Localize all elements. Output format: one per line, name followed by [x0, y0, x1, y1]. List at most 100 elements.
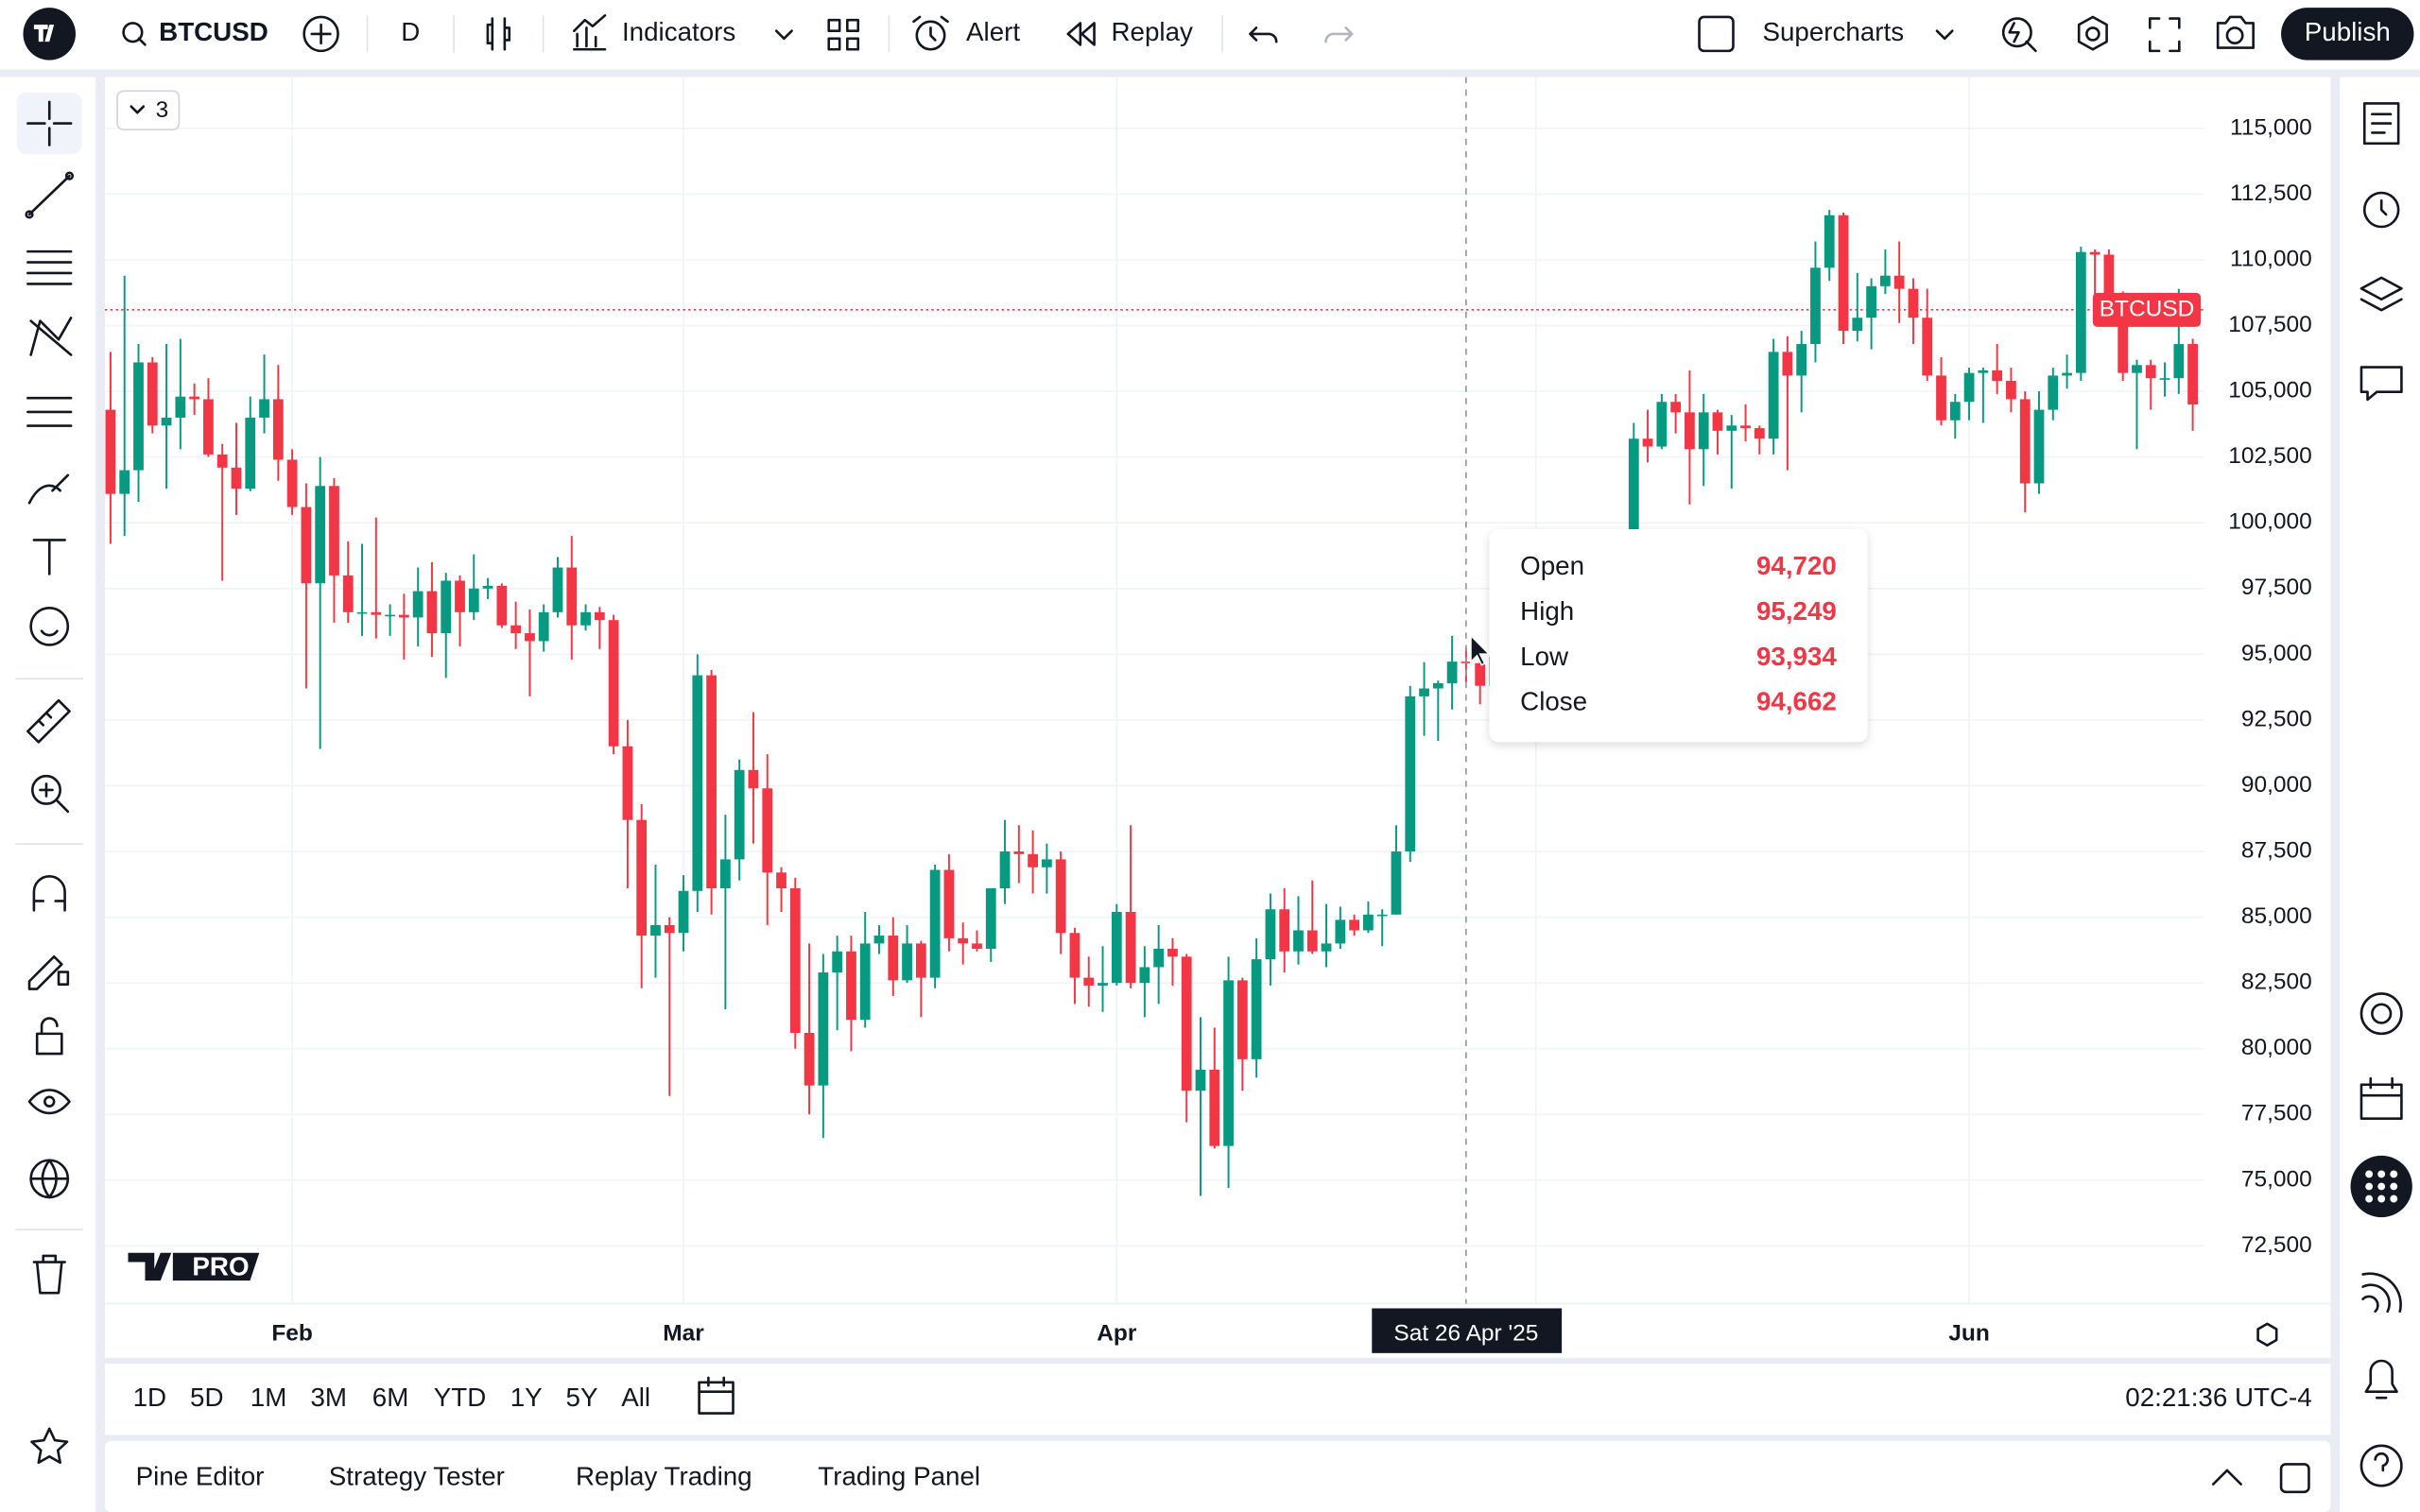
forecast-tool[interactable]: [26, 396, 73, 427]
bottom-tab[interactable]: Trading Panel: [818, 1461, 980, 1490]
trend-line-tool[interactable]: [27, 174, 71, 216]
favorites[interactable]: [30, 1427, 69, 1465]
symbol[interactable]: BTCUSD: [159, 17, 268, 46]
alerts[interactable]: [2362, 191, 2400, 229]
ideas[interactable]: [2360, 992, 2403, 1036]
left-toolbar: [0, 77, 96, 1512]
publish-button[interactable]: [2281, 8, 2414, 60]
candle-body: [1432, 682, 1443, 689]
layout-icon[interactable]: [1698, 15, 1735, 53]
bottom-tab[interactable]: Replay Trading: [576, 1461, 752, 1490]
brush-tool[interactable]: [27, 473, 70, 505]
bottom-tab[interactable]: Strategy Tester: [329, 1461, 505, 1490]
ruler-tool[interactable]: [26, 698, 71, 744]
hide-tool[interactable]: [27, 1089, 71, 1115]
help[interactable]: [2360, 1444, 2403, 1487]
range-button[interactable]: YTD: [434, 1383, 487, 1412]
alert-icon[interactable]: [915, 20, 946, 51]
replay-button[interactable]: Replay: [1112, 17, 1194, 46]
pattern-tool[interactable]: [29, 317, 73, 356]
range-button[interactable]: 5D: [190, 1383, 223, 1412]
collapse-panel[interactable]: [2211, 1469, 2242, 1486]
maximize-panel[interactable]: [2279, 1463, 2310, 1494]
indicators-icon[interactable]: [573, 14, 607, 51]
magnet-tool[interactable]: [32, 875, 66, 912]
chats[interactable]: [2360, 366, 2403, 402]
chevron[interactable]: [774, 29, 793, 41]
range-button[interactable]: 6M: [372, 1383, 409, 1412]
lens: [2225, 26, 2244, 45]
stream[interactable]: [2361, 1272, 2402, 1314]
templates-button[interactable]: [827, 18, 860, 51]
unlock-tool[interactable]: [35, 1017, 63, 1056]
quick-search[interactable]: [2001, 17, 2032, 48]
globe-lines: [29, 1159, 70, 1199]
candle-body: [1139, 967, 1150, 984]
pupil: [43, 1095, 56, 1108]
indicators-button[interactable]: Indicators: [622, 17, 735, 46]
notifications[interactable]: [2364, 1359, 2398, 1400]
replay-icon[interactable]: [1066, 22, 1096, 46]
candle-body: [538, 611, 549, 642]
y-tick-label: 92,500: [2241, 706, 2312, 731]
interval[interactable]: D: [401, 17, 420, 46]
candle-body: [1279, 909, 1290, 952]
candle-body: [2006, 380, 2016, 400]
go-to-date[interactable]: [698, 1376, 735, 1415]
candle-body: [2118, 296, 2129, 373]
chevron[interactable]: [1935, 29, 1954, 41]
x-tick-label: Mar: [663, 1321, 704, 1347]
products-dots: [2365, 1170, 2398, 1203]
plus: [310, 23, 332, 45]
crosshair-tool[interactable]: [26, 100, 73, 146]
candle-body: [1013, 851, 1025, 854]
smile: [40, 629, 59, 637]
layout-button[interactable]: Supercharts: [1762, 17, 1904, 46]
range-button[interactable]: 1Y: [510, 1383, 543, 1412]
alert-button[interactable]: Alert: [966, 17, 1020, 46]
zoom-tool[interactable]: [30, 774, 61, 805]
range-button[interactable]: All: [621, 1383, 650, 1412]
candle-body: [943, 869, 955, 938]
candle-body: [789, 887, 801, 1034]
tooltip-label: Close: [1520, 687, 1587, 716]
candle-body: [2187, 344, 2198, 405]
candle-body: [622, 746, 633, 820]
y-tick-label: 82,500: [2241, 970, 2312, 995]
candle-body: [245, 417, 256, 490]
candle-body: [1293, 930, 1304, 952]
fullscreen-button[interactable]: [2148, 17, 2181, 53]
lock-drawings[interactable]: [27, 954, 70, 990]
search-icon[interactable]: [122, 22, 144, 43]
range-button[interactable]: 1D: [133, 1383, 166, 1412]
range-button[interactable]: 3M: [310, 1383, 347, 1412]
layers[interactable]: [2360, 276, 2403, 312]
bottom-tab[interactable]: Pine Editor: [136, 1461, 265, 1490]
indicator-badge[interactable]: [116, 90, 181, 130]
settings-button[interactable]: [2077, 15, 2108, 51]
compare-button[interactable]: [302, 15, 339, 53]
candle-body: [1335, 919, 1346, 944]
redo-button[interactable]: [1324, 26, 1354, 43]
x-tick-label: Feb: [271, 1321, 313, 1347]
range-button[interactable]: 1M: [251, 1383, 287, 1412]
snapshot-button[interactable]: [2216, 15, 2255, 49]
candle-body: [2145, 365, 2156, 379]
calendar[interactable]: [2360, 1076, 2403, 1120]
y-tick-label: 87,500: [2241, 837, 2312, 863]
range-button[interactable]: 5Y: [566, 1383, 598, 1412]
candle-body: [510, 625, 522, 634]
candle-body: [426, 591, 438, 634]
emoji-tool[interactable]: [29, 606, 70, 646]
fib-tool[interactable]: [26, 249, 73, 285]
watchlist[interactable]: [2362, 102, 2400, 146]
text-tool[interactable]: [32, 539, 66, 576]
tool-active-bg: [16, 92, 82, 155]
chart-type-button[interactable]: [486, 17, 511, 51]
axis-settings[interactable]: [2256, 1322, 2278, 1347]
remove-tool[interactable]: [32, 1254, 66, 1295]
y-tick-label: 77,500: [2241, 1101, 2312, 1126]
candle-body: [818, 972, 829, 1086]
undo-button[interactable]: [1249, 26, 1278, 43]
y-tick-label: 100,000: [2228, 509, 2311, 535]
